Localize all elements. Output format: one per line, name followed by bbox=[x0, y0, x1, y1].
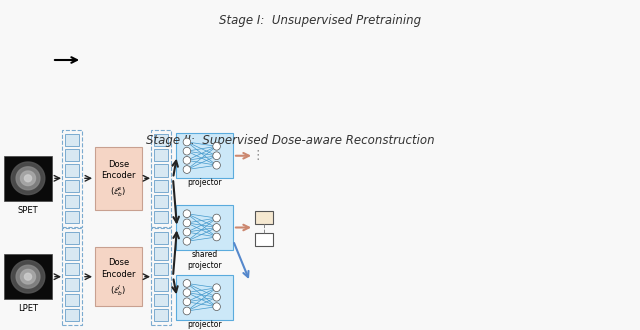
FancyBboxPatch shape bbox=[176, 275, 233, 320]
Bar bbox=[65, 248, 79, 260]
Polygon shape bbox=[24, 175, 31, 182]
Bar bbox=[154, 309, 168, 321]
Circle shape bbox=[183, 147, 191, 155]
Bar bbox=[65, 294, 79, 306]
Circle shape bbox=[183, 166, 191, 173]
Text: LPET: LPET bbox=[18, 305, 38, 314]
Bar bbox=[154, 149, 168, 161]
Text: Stage I:  Unsupervised Pretraining: Stage I: Unsupervised Pretraining bbox=[219, 14, 421, 27]
FancyBboxPatch shape bbox=[4, 156, 52, 201]
FancyBboxPatch shape bbox=[176, 133, 233, 178]
Circle shape bbox=[213, 224, 220, 231]
Circle shape bbox=[183, 228, 191, 236]
FancyBboxPatch shape bbox=[4, 254, 52, 299]
FancyBboxPatch shape bbox=[176, 205, 233, 250]
Circle shape bbox=[183, 138, 191, 146]
Bar bbox=[65, 211, 79, 223]
FancyBboxPatch shape bbox=[95, 147, 142, 210]
Circle shape bbox=[213, 293, 220, 301]
Polygon shape bbox=[11, 162, 45, 195]
Bar bbox=[154, 278, 168, 290]
Polygon shape bbox=[20, 269, 36, 284]
Bar bbox=[65, 149, 79, 161]
Circle shape bbox=[213, 284, 220, 292]
Bar bbox=[154, 263, 168, 275]
Bar bbox=[65, 278, 79, 290]
Circle shape bbox=[183, 156, 191, 164]
Polygon shape bbox=[11, 260, 45, 293]
Bar bbox=[65, 232, 79, 245]
Bar bbox=[65, 134, 79, 146]
Bar bbox=[154, 232, 168, 245]
Bar bbox=[154, 134, 168, 146]
Bar bbox=[65, 180, 79, 192]
Text: ($\mathcal{E}_b^l$): ($\mathcal{E}_b^l$) bbox=[110, 283, 127, 299]
FancyBboxPatch shape bbox=[95, 248, 142, 306]
Circle shape bbox=[183, 219, 191, 227]
Circle shape bbox=[183, 298, 191, 306]
Bar bbox=[255, 233, 273, 246]
Text: SPET: SPET bbox=[18, 206, 38, 215]
Circle shape bbox=[183, 289, 191, 296]
Text: Stage II:  Supervised Dose-aware Reconstruction: Stage II: Supervised Dose-aware Reconstr… bbox=[146, 134, 435, 147]
Polygon shape bbox=[20, 171, 36, 185]
Circle shape bbox=[183, 280, 191, 287]
Text: projector: projector bbox=[187, 320, 222, 329]
Circle shape bbox=[213, 161, 220, 169]
Bar bbox=[65, 309, 79, 321]
Bar bbox=[154, 164, 168, 177]
Polygon shape bbox=[16, 167, 40, 190]
Circle shape bbox=[183, 210, 191, 217]
Circle shape bbox=[213, 214, 220, 222]
Circle shape bbox=[213, 143, 220, 150]
Bar bbox=[65, 263, 79, 275]
Circle shape bbox=[213, 303, 220, 311]
Circle shape bbox=[183, 237, 191, 245]
Polygon shape bbox=[16, 265, 40, 288]
Bar bbox=[154, 248, 168, 260]
Bar bbox=[154, 294, 168, 306]
Circle shape bbox=[183, 307, 191, 315]
Circle shape bbox=[213, 152, 220, 160]
Circle shape bbox=[213, 233, 220, 241]
Polygon shape bbox=[24, 273, 31, 280]
Text: Dose
Encoder: Dose Encoder bbox=[101, 160, 136, 181]
Text: projector: projector bbox=[187, 178, 222, 187]
Text: ⋮: ⋮ bbox=[252, 149, 264, 162]
Bar bbox=[154, 195, 168, 208]
Bar bbox=[154, 180, 168, 192]
Bar bbox=[255, 211, 273, 224]
Bar bbox=[65, 195, 79, 208]
Bar bbox=[65, 164, 79, 177]
Text: Dose
Encoder: Dose Encoder bbox=[101, 258, 136, 279]
Bar bbox=[154, 211, 168, 223]
Text: ($\mathcal{E}_b^s$): ($\mathcal{E}_b^s$) bbox=[110, 186, 127, 199]
Text: shared
projector: shared projector bbox=[187, 250, 222, 270]
